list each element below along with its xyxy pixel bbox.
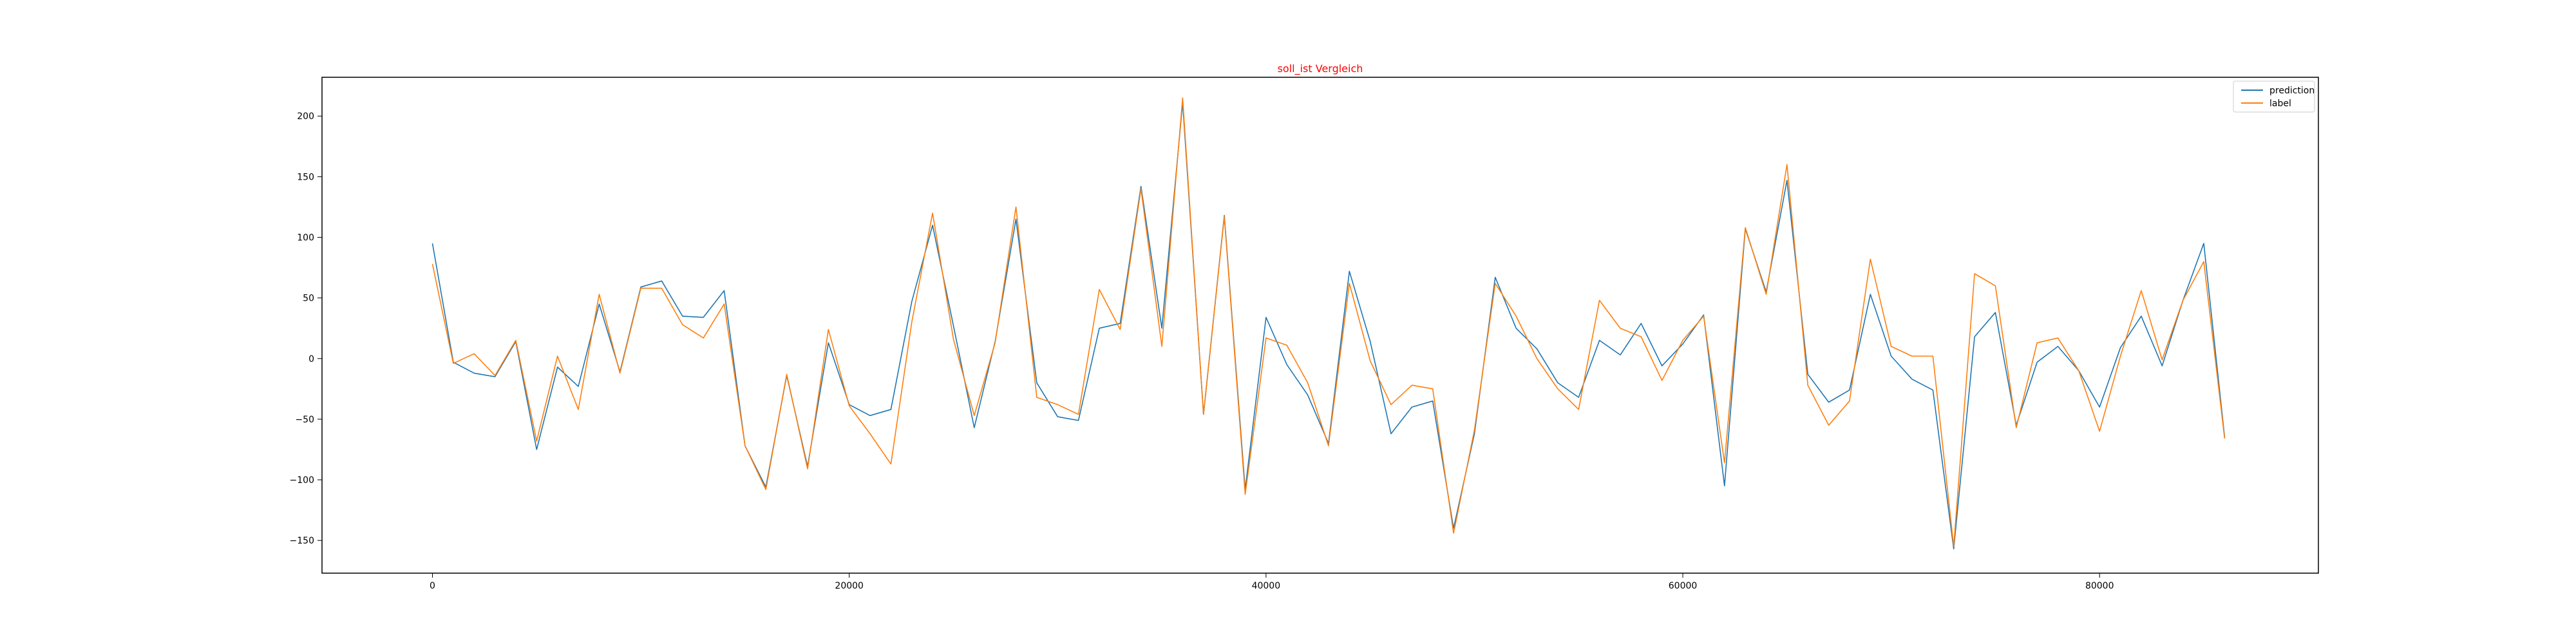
y-tick-label: 0 bbox=[308, 354, 314, 365]
x-tick-label: 40000 bbox=[1252, 581, 1281, 591]
legend: prediction label bbox=[2233, 80, 2315, 113]
y-tick-label: 100 bbox=[297, 233, 314, 243]
y-tick-label: 200 bbox=[297, 111, 314, 122]
x-tick-label: 60000 bbox=[1669, 581, 1698, 591]
legend-box bbox=[2233, 80, 2315, 113]
plot-frame bbox=[321, 77, 2319, 574]
series-line-label bbox=[431, 97, 2226, 547]
x-tick-label: 0 bbox=[430, 581, 435, 591]
y-tick-label: −100 bbox=[290, 475, 314, 486]
axis-ticks: 0 20000 40000 60000 80000 −150 −100 −50 0 50 100 15… bbox=[290, 111, 2114, 591]
y-tick-label: 150 bbox=[297, 172, 314, 182]
y-tick-label: −150 bbox=[290, 536, 314, 546]
y-tick-label: −50 bbox=[295, 415, 314, 425]
series-line-prediction bbox=[431, 102, 2226, 550]
series-lines bbox=[431, 97, 2226, 550]
legend-label-label: label bbox=[2269, 99, 2291, 109]
x-tick-label: 80000 bbox=[2085, 581, 2114, 591]
legend-label-prediction: prediction bbox=[2269, 86, 2315, 96]
x-tick-label: 20000 bbox=[835, 581, 864, 591]
y-tick-label: 50 bbox=[303, 294, 314, 304]
chart-title: soll_ist Vergleich bbox=[1278, 62, 1363, 75]
